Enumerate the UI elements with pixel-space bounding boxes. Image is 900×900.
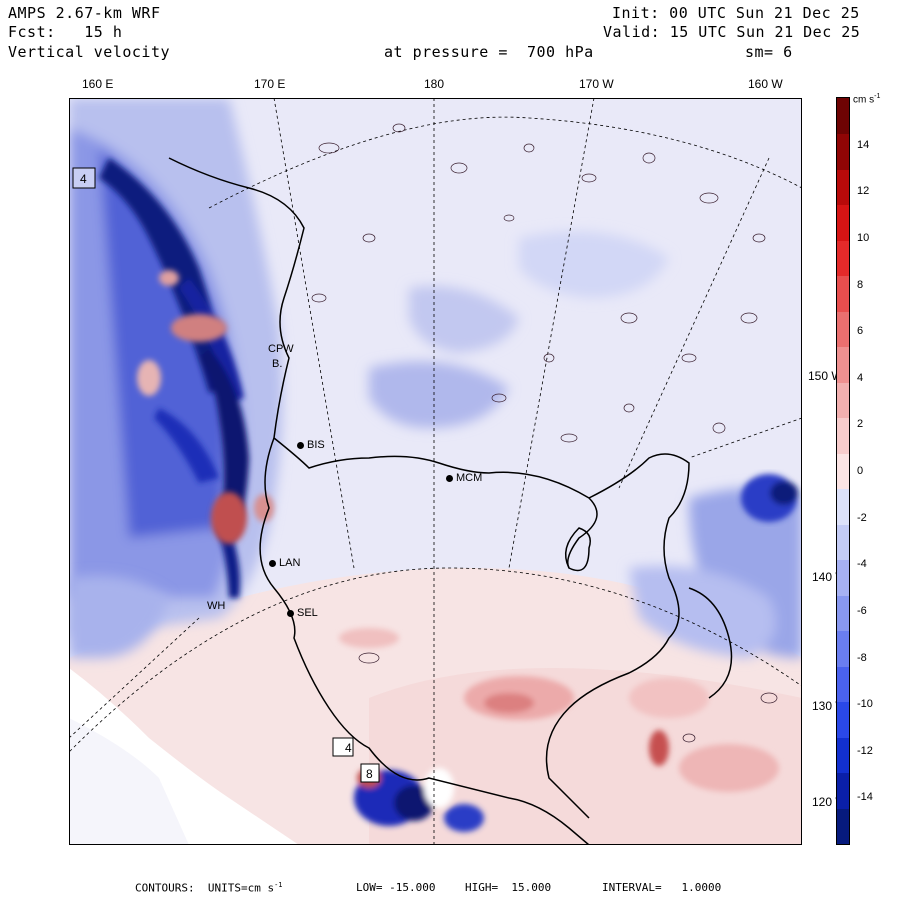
forecast-hour: Fcst: 15 h <box>8 23 123 41</box>
model-title: AMPS 2.67-km WRF <box>8 4 161 22</box>
smoothing: sm= 6 <box>745 43 793 61</box>
colorbar-segment <box>837 98 849 134</box>
colorbar <box>836 97 850 845</box>
colorbar-tick-label: 0 <box>857 465 864 477</box>
colorbar-segment <box>837 737 849 774</box>
station-mcm[interactable]: MCM <box>446 472 482 484</box>
colorbar-segment <box>837 701 849 738</box>
colorbar-segment <box>837 772 849 809</box>
colorbar-segment <box>837 133 849 170</box>
colorbar-tick-label: -2 <box>857 511 867 524</box>
colorbar-tick-label: -4 <box>857 558 867 571</box>
terrain-mask-west-inner <box>69 718 189 845</box>
station-wh[interactable]: WH <box>207 600 226 612</box>
colorbar-tick-label: 4 <box>857 371 864 384</box>
lon-label-170e: 170 E <box>254 77 286 91</box>
colorbar-tick-label: -6 <box>857 604 867 617</box>
lat-label-150w: 150 W <box>808 369 843 383</box>
station-b[interactable]: B. <box>272 358 283 370</box>
station-sel[interactable]: SEL <box>287 607 318 619</box>
colorbar-segment <box>837 275 849 312</box>
strong-negative-east <box>741 474 798 522</box>
station-dot-icon <box>297 441 304 449</box>
colorbar-segment <box>837 453 849 490</box>
station-lan[interactable]: LAN <box>269 557 300 569</box>
colorbar-segment <box>837 417 849 454</box>
contour-speckles <box>311 123 778 743</box>
footer-low: LOW= -15.000 <box>356 881 436 894</box>
init-time: Init: 00 UTC Sun 21 Dec 25 <box>612 4 860 22</box>
graticule <box>69 98 802 845</box>
footer-contours: CONTOURS: UNITS=cm s-1 <box>135 881 283 895</box>
lon-label-160e: 160 E <box>82 77 114 91</box>
colorbar-segment <box>837 240 849 277</box>
colorbar-tick-label: 6 <box>857 325 864 338</box>
colorbar-tick-label: 14 <box>857 138 870 151</box>
colorbar-tick-label: 8 <box>857 278 864 291</box>
vertical-velocity-map[interactable]: 4 8 4 <box>69 98 802 845</box>
colorbar-segment <box>837 204 849 241</box>
station-dot-icon <box>287 609 294 617</box>
colorbar-segment <box>837 595 849 632</box>
station-bis[interactable]: BIS <box>297 439 325 451</box>
colorbar-segment <box>837 808 849 845</box>
positive-cells-south <box>339 628 779 792</box>
marker-label-a: 4 <box>345 741 352 755</box>
pressure-level: at pressure = 700 hPa <box>384 43 594 61</box>
negative-velocity-center <box>69 231 802 658</box>
map-frame <box>69 98 802 845</box>
footer-interval: INTERVAL= 1.0000 <box>602 881 722 894</box>
colorbar-segment <box>837 666 849 703</box>
colorbar-tick-label: -12 <box>857 744 873 757</box>
colorbar-tick-label: 10 <box>857 231 870 244</box>
colorbar-segment <box>837 524 849 561</box>
colorbar-tick-label: -10 <box>857 698 873 711</box>
colorbar-segment <box>837 169 849 206</box>
marker-label-c: 4 <box>80 172 87 186</box>
station-cpw[interactable]: CPW <box>268 343 294 355</box>
lon-label-180: 180 <box>424 77 445 91</box>
colorbar-tick-label: 2 <box>857 418 864 431</box>
colorbar-unit: cm s-1 <box>853 93 881 106</box>
boxed-markers: 4 8 4 <box>72 167 380 783</box>
station-dot-icon <box>446 474 453 482</box>
colorbar-segment <box>837 382 849 419</box>
colorbar-tick-label: 12 <box>857 185 870 198</box>
colorbar-tick-label: -8 <box>857 651 867 664</box>
valid-time: Valid: 15 UTC Sun 21 Dec 25 <box>603 23 861 41</box>
colorbar-tick-label: -14 <box>857 791 873 804</box>
colorbar-segment <box>837 346 849 383</box>
lon-label-160w: 160 W <box>748 77 783 91</box>
marker-label-b: 8 <box>366 767 373 781</box>
colorbar-segment <box>837 488 849 525</box>
footer-high: HIGH= 15.000 <box>465 881 552 894</box>
station-dot-icon <box>269 559 276 567</box>
positive-cells-west <box>137 270 274 544</box>
colorbar-segment <box>837 630 849 667</box>
lon-label-170w: 170 W <box>579 77 614 91</box>
colorbar-segment <box>837 559 849 596</box>
coastline <box>168 157 733 845</box>
field-name: Vertical velocity <box>8 43 171 61</box>
colorbar-segment <box>837 311 849 348</box>
